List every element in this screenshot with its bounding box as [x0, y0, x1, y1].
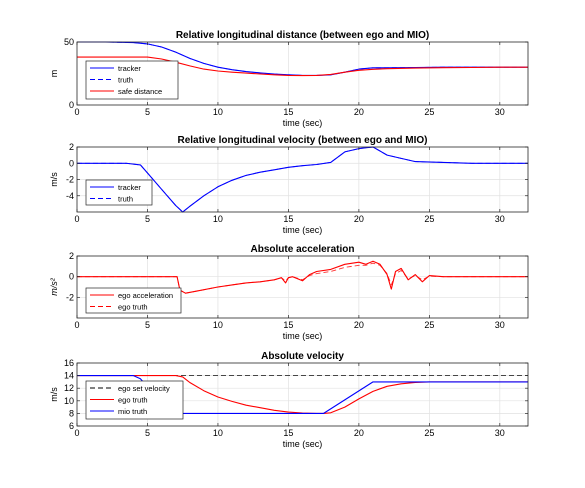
series-line-ego-truth: [77, 262, 528, 294]
x-tick-label: 30: [495, 107, 505, 117]
y-tick-label: 0: [69, 272, 74, 282]
x-axis-label: time (sec): [283, 118, 323, 128]
x-tick-label: 5: [145, 320, 150, 330]
legend: tracker truth: [85, 179, 153, 206]
legend: ego acceleration ego truth: [85, 287, 182, 314]
x-tick-label: 25: [424, 214, 434, 224]
x-tick-label: 30: [495, 320, 505, 330]
y-tick-label: 2: [69, 142, 74, 152]
legend-box: [85, 287, 182, 314]
x-tick-label: 20: [354, 320, 364, 330]
chart-title: Absolute acceleration: [251, 244, 355, 255]
y-tick-label: 50: [64, 37, 74, 47]
x-tick-label: 30: [495, 214, 505, 224]
x-axis-label: time (sec): [283, 225, 323, 235]
legend-label: tracker: [118, 64, 141, 73]
x-tick-label: 20: [354, 428, 364, 438]
chart-panel-1: 0 5 10 15 20 25 30 0 50 Relative longitudinal dis…: [49, 30, 529, 128]
x-axis-label: time (sec): [283, 331, 323, 341]
y-tick-label: 0: [69, 158, 74, 168]
y-tick-label: 2: [69, 251, 74, 261]
legend-label: ego set velocity: [118, 384, 170, 393]
legend-label: ego acceleration: [118, 291, 173, 300]
x-tick-label: 15: [283, 214, 293, 224]
axes-box: [76, 362, 529, 427]
series-line-safe-distance: [77, 56, 528, 77]
chart-title: Relative longitudinal distance (between …: [176, 30, 429, 41]
x-tick-label: 5: [145, 428, 150, 438]
legend-label: tracker: [118, 183, 141, 192]
y-tick-label: 10: [64, 396, 74, 406]
chart-title: Relative longitudinal velocity (between …: [177, 135, 427, 146]
y-axis-label: m: [49, 70, 59, 78]
x-tick-label: 5: [145, 107, 150, 117]
x-tick-label: 20: [354, 214, 364, 224]
x-tick-label: 15: [283, 107, 293, 117]
axes-box: [76, 255, 529, 319]
y-axis-label: m/s: [49, 387, 59, 402]
chart-panel-2: 0 5 10 15 20 25 30 -4 -2 0 2 Relative longitudinal …: [49, 135, 529, 235]
legend-label: ego truth: [118, 395, 148, 404]
legend: ego set velocity ego truth mio truth: [85, 380, 184, 420]
x-tick-label: 0: [74, 428, 79, 438]
series-line-mio-truth: [77, 375, 528, 414]
x-tick-label: 10: [213, 214, 223, 224]
y-tick-label: 12: [64, 383, 74, 393]
x-tick-label: 15: [283, 428, 293, 438]
legend-label: truth: [118, 194, 133, 203]
y-tick-label: -2: [66, 175, 74, 185]
axes-box: [76, 41, 529, 106]
series-line-truth: [77, 41, 528, 76]
y-axis-label: m/s: [49, 172, 59, 187]
y-tick-label: 16: [64, 358, 74, 368]
legend-label: mio truth: [118, 407, 147, 416]
y-axis-label: m/s²: [49, 277, 59, 295]
y-tick-label: 14: [64, 371, 74, 381]
chart-panel-3: 0 5 10 15 20 25 30 -2 0 2 Absolute acceleration tim…: [49, 244, 529, 341]
x-tick-label: 10: [213, 428, 223, 438]
x-tick-label: 25: [424, 107, 434, 117]
x-tick-label: 5: [145, 214, 150, 224]
x-tick-label: 15: [283, 320, 293, 330]
y-tick-label: -4: [66, 191, 74, 201]
x-tick-label: 0: [74, 320, 79, 330]
chart-title: Absolute velocity: [261, 351, 344, 362]
legend-label: truth: [118, 75, 133, 84]
y-tick-label: 0: [69, 100, 74, 110]
y-tick-label: 8: [69, 408, 74, 418]
x-tick-label: 10: [213, 107, 223, 117]
y-tick-label: -2: [66, 292, 74, 302]
legend-label: ego truth: [118, 302, 148, 311]
legend-box: [85, 179, 153, 206]
x-tick-label: 30: [495, 428, 505, 438]
legend: tracker truth safe distance: [85, 60, 179, 100]
y-tick-label: 6: [69, 421, 74, 431]
x-tick-label: 10: [213, 320, 223, 330]
x-axis-label: time (sec): [283, 439, 323, 449]
x-tick-label: 0: [74, 107, 79, 117]
x-tick-label: 20: [354, 107, 364, 117]
x-tick-label: 25: [424, 320, 434, 330]
series-line-truth: [77, 146, 528, 213]
legend-label: safe distance: [118, 87, 162, 96]
chart-panel-4: 0 5 10 15 20 25 30 6 8 10 12 14 16 Absolute velocity t…: [49, 351, 529, 449]
x-tick-label: 25: [424, 428, 434, 438]
x-tick-label: 0: [74, 214, 79, 224]
